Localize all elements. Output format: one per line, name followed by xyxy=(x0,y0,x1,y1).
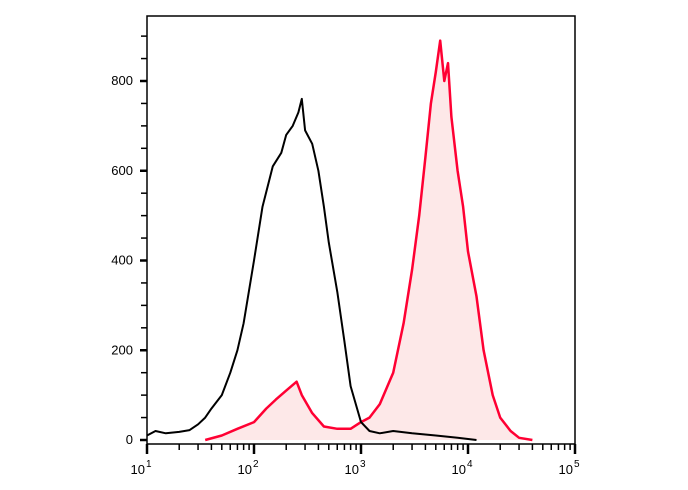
x-tick-label: 103 xyxy=(344,459,365,477)
x-tick-label: 104 xyxy=(451,459,472,477)
y-tick-label: 0 xyxy=(126,432,133,447)
series-line-control xyxy=(146,97,477,441)
y-tick-label: 400 xyxy=(111,253,133,268)
x-tick-label: 101 xyxy=(130,459,151,477)
series-line-stained xyxy=(204,39,533,442)
series-fill-stained xyxy=(205,40,533,440)
axes-layer: 0 200 400 600 800 101 102 103 104 105 xyxy=(111,35,580,477)
x-tick-label: 105 xyxy=(558,459,579,477)
y-tick-label: 600 xyxy=(111,163,133,178)
x-tick-label: 102 xyxy=(237,459,258,477)
series-layer xyxy=(146,39,533,442)
y-tick-label: 800 xyxy=(111,73,133,88)
y-tick-label: 200 xyxy=(111,342,133,357)
plot-frame xyxy=(146,15,576,445)
